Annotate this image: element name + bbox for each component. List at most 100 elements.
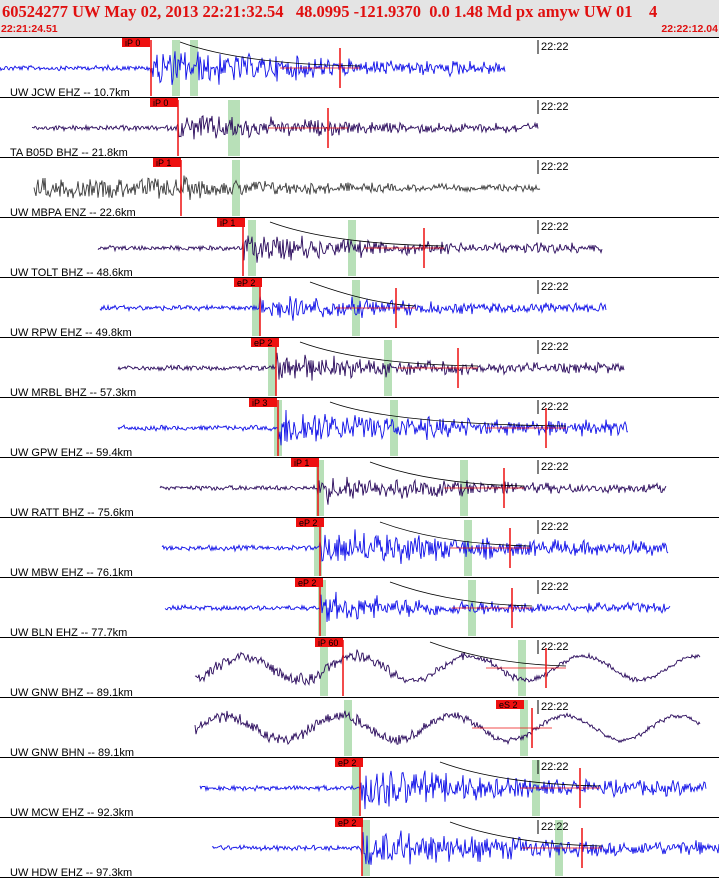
minute-mark-label: 22:22 bbox=[541, 581, 569, 593]
coda-curve bbox=[429, 641, 567, 667]
trace-row[interactable]: 22:22 iP 1 UW MBPA ENZ -- 22.6km bbox=[0, 158, 719, 219]
pick-label: iP 3 bbox=[252, 398, 267, 408]
trace-row[interactable]: 22:22 eP 2 UW MCW EHZ -- 92.3km bbox=[0, 758, 719, 819]
waveform bbox=[31, 115, 539, 140]
waveform bbox=[194, 649, 701, 686]
trace-row[interactable]: 22:22 eP 2 UW MBW EHZ -- 76.1km bbox=[0, 518, 719, 579]
pick-marker[interactable] bbox=[296, 518, 324, 527]
pick-label: iP 60 bbox=[318, 638, 338, 648]
station-label: UW BLN EHZ -- 77.7km bbox=[10, 627, 127, 639]
waveform bbox=[117, 352, 625, 381]
phase-window bbox=[314, 520, 322, 576]
trace-row[interactable]: 22:22 eP 2 UW RPW EHZ -- 49.8km bbox=[0, 278, 719, 339]
waveform bbox=[33, 175, 541, 200]
phase-window bbox=[362, 820, 370, 876]
seismogram-panel: 22:22 iP 0 UW JCW EHZ -- 10.7km 22:22 iP 0 TA… bbox=[0, 38, 719, 878]
phase-window bbox=[348, 220, 356, 276]
station-label: UW MBW EHZ -- 76.1km bbox=[10, 567, 133, 579]
pick-marker[interactable] bbox=[335, 818, 363, 827]
trace-row[interactable]: 22:22 iP 0 UW JCW EHZ -- 10.7km bbox=[0, 38, 719, 99]
station-label: UW HDW EHZ -- 97.3km bbox=[10, 867, 132, 878]
waveform bbox=[164, 591, 671, 623]
minute-mark-label: 22:22 bbox=[541, 101, 569, 113]
minute-mark-label: 22:22 bbox=[541, 761, 569, 773]
trace-row[interactable]: 22:22 eP 2 UW BLN EHZ -- 77.7km bbox=[0, 578, 719, 639]
trace-row[interactable]: 22:22 eP 2 UW MRBL BHZ -- 57.3km bbox=[0, 338, 719, 399]
pick-label: eP 2 bbox=[299, 518, 317, 528]
coda-curve bbox=[439, 761, 601, 787]
coda-curve bbox=[269, 221, 445, 247]
minute-mark-label: 22:22 bbox=[541, 641, 569, 653]
pick-marker[interactable] bbox=[315, 638, 343, 647]
coda-curve bbox=[299, 341, 479, 367]
pick-marker[interactable] bbox=[335, 758, 363, 767]
minute-mark-label: 22:22 bbox=[541, 701, 569, 713]
pick-marker[interactable] bbox=[153, 158, 181, 167]
station-label: UW GPW EHZ -- 59.4km bbox=[10, 447, 132, 459]
station-label: UW RPW EHZ -- 49.8km bbox=[10, 327, 132, 339]
event-title: 60524277 UW May 02, 2013 22:21:32.54 48.… bbox=[2, 2, 658, 21]
pick-marker[interactable] bbox=[295, 578, 323, 587]
pick-label: eP 2 bbox=[254, 338, 272, 348]
pick-label: eP 2 bbox=[237, 278, 255, 288]
phase-window bbox=[232, 100, 240, 156]
station-label: UW JCW EHZ -- 10.7km bbox=[10, 87, 130, 99]
waveform bbox=[161, 529, 669, 565]
station-label: UW MCW EHZ -- 92.3km bbox=[10, 807, 133, 819]
pick-label: eS 2 bbox=[499, 700, 518, 710]
minute-mark-label: 22:22 bbox=[541, 161, 569, 173]
coda-curve bbox=[449, 821, 603, 847]
station-label: UW GNW BHZ -- 89.1km bbox=[10, 687, 133, 699]
header-bar: 60524277 UW May 02, 2013 22:21:32.54 48.… bbox=[0, 0, 719, 38]
phase-window bbox=[344, 700, 352, 756]
trace-row[interactable]: 22:22 eP 2 UW HDW EHZ -- 97.3km bbox=[0, 818, 719, 878]
waveform bbox=[117, 409, 628, 446]
trace-row[interactable]: 22:22 iP 0 TA B05D BHZ -- 21.8km bbox=[0, 98, 719, 159]
pick-marker[interactable] bbox=[251, 338, 279, 347]
minute-mark-label: 22:22 bbox=[541, 221, 569, 233]
station-label: UW MBPA ENZ -- 22.6km bbox=[10, 207, 136, 219]
minute-mark-label: 22:22 bbox=[541, 41, 569, 53]
minute-mark-label: 22:22 bbox=[541, 401, 569, 413]
pick-marker[interactable] bbox=[291, 458, 319, 467]
pick-label: eP 2 bbox=[338, 818, 356, 828]
pick-label: iP 1 bbox=[220, 218, 235, 228]
coda-curve bbox=[389, 581, 533, 607]
pick-marker[interactable] bbox=[150, 98, 178, 107]
phase-window bbox=[320, 640, 328, 696]
pick-label: eP 2 bbox=[338, 758, 356, 768]
trace-row[interactable]: 22:22 iP 3 UW GPW EHZ -- 59.4km bbox=[0, 398, 719, 459]
pick-label: iP 1 bbox=[156, 158, 171, 168]
minute-mark-label: 22:22 bbox=[541, 281, 569, 293]
pick-marker[interactable] bbox=[249, 398, 277, 407]
phase-window bbox=[248, 220, 256, 276]
phase-window bbox=[252, 280, 260, 336]
pick-marker[interactable] bbox=[217, 218, 245, 227]
pick-label: eP 2 bbox=[298, 578, 316, 588]
pick-marker[interactable] bbox=[122, 38, 150, 47]
station-label: UW MRBL BHZ -- 57.3km bbox=[10, 387, 136, 399]
waveform bbox=[199, 770, 707, 810]
station-label: UW GNW BHN -- 89.1km bbox=[10, 747, 134, 759]
waveform bbox=[194, 710, 701, 746]
coda-curve bbox=[309, 281, 417, 307]
coda-curve bbox=[379, 521, 531, 547]
waveform bbox=[0, 51, 506, 85]
waveform bbox=[97, 235, 603, 263]
pick-marker[interactable] bbox=[234, 278, 262, 287]
station-label: TA B05D BHZ -- 21.8km bbox=[10, 147, 128, 159]
pick-label: iP 1 bbox=[294, 458, 309, 468]
minute-mark-label: 22:22 bbox=[541, 521, 569, 533]
start-time-label: 22:21:24.51 bbox=[1, 23, 58, 35]
trace-row[interactable]: 22:22 iP 60 UW GNW BHZ -- 89.1km bbox=[0, 638, 719, 699]
coda-curve bbox=[369, 461, 525, 487]
end-time-label: 22:22:12.04 bbox=[661, 23, 718, 35]
pick-marker[interactable] bbox=[496, 700, 524, 709]
pick-label: iP 0 bbox=[153, 98, 168, 108]
trace-row[interactable]: 22:22 iP 1 UW RATT BHZ -- 75.6km bbox=[0, 458, 719, 519]
trace-row[interactable]: 22:22 iP 1 UW TOLT BHZ -- 48.6km bbox=[0, 218, 719, 279]
trace-row[interactable]: 22:22 eS 2 UW GNW BHN -- 89.1km bbox=[0, 700, 719, 759]
waveform bbox=[211, 830, 719, 865]
coda-curve bbox=[329, 401, 567, 427]
station-label: UW RATT BHZ -- 75.6km bbox=[10, 507, 134, 519]
